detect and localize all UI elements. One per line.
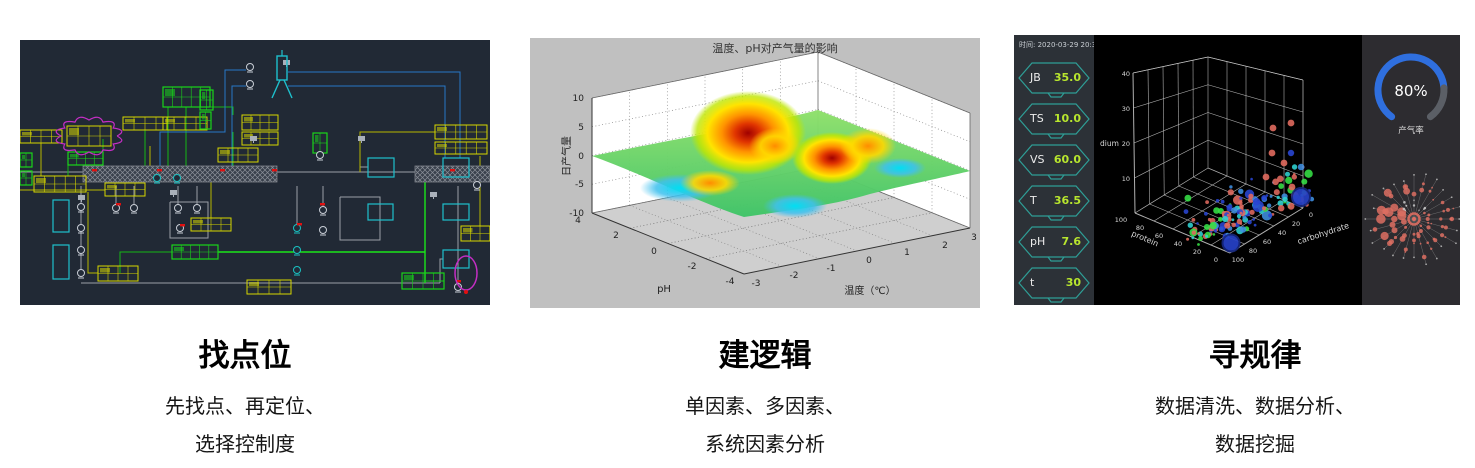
scatter-xtick: 60	[1155, 232, 1163, 240]
scatter-xtick: 100	[1115, 216, 1127, 224]
caption-subtitle-line: 系统因素分析	[705, 432, 825, 456]
surface-xtick: 0	[651, 247, 657, 257]
metric-label: T	[1030, 194, 1037, 207]
metric-label: pH	[1030, 235, 1046, 248]
caption-subtitle-line: 数据清洗、数据分析、	[1155, 394, 1355, 418]
metric-label: JB	[1030, 71, 1041, 84]
scatter-zlabel: dium	[1100, 139, 1119, 148]
surface-ylabel: 温度（℃）	[844, 284, 895, 297]
timestamp: 时间: 2020-03-29 20:33:23	[1019, 40, 1112, 50]
surface-ztick: 10	[573, 94, 585, 104]
scatter-ylabel: carbohydrate	[1296, 221, 1350, 246]
metric-badge-jb: JB 35.0	[1018, 62, 1090, 100]
surface-xtick: -4	[726, 277, 735, 287]
surface-axes	[591, 98, 971, 275]
surface-xtick: 4	[575, 216, 581, 226]
dashboard-right-column: 80% 产气率	[1362, 35, 1460, 305]
metric-badge-ph: pH 7.6	[1018, 226, 1090, 264]
surface-sheet	[592, 91, 970, 218]
scatter-ztick: 10	[1122, 175, 1130, 183]
dandelion-radial-chart	[1364, 173, 1460, 266]
cad-markers	[55, 60, 478, 294]
scatter-xtick: 40	[1174, 240, 1182, 248]
cad-flare-tower-icon	[271, 50, 293, 99]
scatter-xtick: 0	[1214, 256, 1218, 264]
scatter-ztick: 40	[1122, 70, 1130, 78]
metric-value: 10.0	[1053, 112, 1081, 125]
scatter-3d-area: 40 30 20 10 dium 100 80 60 40 20 0 100 8…	[1094, 35, 1362, 305]
scatter-ztick: 30	[1122, 105, 1130, 113]
cad-pump-icons	[77, 63, 481, 293]
surface-xtick: -2	[688, 262, 697, 272]
scatter-ytick: 60	[1263, 238, 1271, 246]
surface-zlabel: 日产气量	[560, 136, 573, 176]
timestamp-value: 2020-03-29 20:33:23	[1037, 41, 1112, 49]
metric-value: 60.0	[1053, 153, 1081, 166]
cad-diagram	[19, 50, 500, 295]
surface-ztick: 5	[578, 123, 584, 133]
caption-subtitle-line: 数据挖掘	[1215, 432, 1295, 456]
caption-subtitle-line: 先找点、再定位、	[165, 394, 325, 418]
cad-diagram-panel	[19, 40, 500, 305]
gauge-label: 产气率	[1398, 125, 1424, 136]
metric-label: t	[1030, 276, 1035, 289]
surface-ztick: 0	[578, 152, 584, 162]
surface-plot: 温度、pH对产气量的影响 日产气量 pH 温度（℃） 10 5 0 -5 -10…	[560, 41, 977, 297]
metric-badge-t: T 36.5	[1018, 185, 1090, 223]
metric-badge-time: t 30	[1018, 267, 1090, 305]
scatter-xtick: 80	[1136, 224, 1144, 232]
surface-ytick: -3	[752, 279, 761, 289]
cad-pipe-rack	[82, 165, 491, 183]
metric-value: 30	[1065, 276, 1081, 289]
surface-text: 温度、pH对产气量的影响 日产气量 pH 温度（℃） 10 5 0 -5 -10…	[560, 41, 977, 297]
scatter-3d-plot: 40 30 20 10 dium 100 80 60 40 20 0 100 8…	[1100, 56, 1350, 264]
scatter-xtick: 20	[1193, 248, 1201, 256]
cad-instrument-tables	[19, 86, 500, 295]
caption-subtitle-line: 单因素、多因素、	[685, 394, 845, 418]
gauge-arc-rest	[1426, 84, 1448, 121]
scatter-ytick: 80	[1249, 247, 1257, 255]
timestamp-label: 时间:	[1019, 41, 1036, 49]
caption-subtitle-line: 选择控制度	[195, 432, 295, 456]
surface-plot-panel: 温度、pH对产气量的影响 日产气量 pH 温度（℃） 10 5 0 -5 -10…	[530, 38, 980, 308]
dashboard-panel: 时间: 2020-03-29 20:33:23 JB 35.0 TS 10.0 …	[1014, 35, 1460, 305]
gauge-value: 80%	[1394, 82, 1427, 100]
gauge-arc-filled	[1374, 53, 1448, 121]
surface-ytick: 0	[866, 256, 872, 266]
scatter-ytick: 40	[1278, 229, 1286, 237]
metric-value: 36.5	[1053, 194, 1081, 207]
metric-label: TS	[1030, 112, 1044, 125]
metric-badge-vs: VS 60.0	[1018, 144, 1090, 182]
caption-title: 建逻辑	[718, 338, 812, 374]
metric-label: VS	[1030, 153, 1045, 166]
surface-xtick: 2	[613, 231, 619, 241]
surface-ytick: 3	[971, 233, 977, 243]
caption-title: 寻规律	[1208, 338, 1302, 374]
metric-badge-ts: TS 10.0	[1018, 103, 1090, 141]
metric-value: 7.6	[1061, 235, 1082, 248]
surface-ztick: -10	[569, 209, 584, 219]
caption-find-points: 找点位 先找点、再定位、 选择控制度	[10, 330, 480, 463]
gauge: 80% 产气率	[1374, 53, 1448, 136]
surface-ztick: -5	[575, 180, 584, 190]
scatter-ytick: 100	[1232, 256, 1244, 264]
metric-value: 35.0	[1053, 71, 1081, 84]
surface-ytick: 2	[942, 241, 948, 251]
surface-ytick: -1	[827, 264, 836, 274]
caption-find-patterns: 寻规律 数据清洗、数据分析、 数据挖掘	[1045, 330, 1465, 463]
surface-ytick: 1	[904, 248, 910, 258]
scatter-ztick: 20	[1122, 140, 1130, 148]
surface-title: 温度、pH对产气量的影响	[712, 41, 837, 55]
caption-build-logic: 建逻辑 单因素、多因素、 系统因素分析	[555, 330, 975, 463]
surface-xlabel: pH	[657, 284, 671, 295]
caption-title: 找点位	[198, 338, 292, 374]
scatter-ytick: 20	[1292, 220, 1300, 228]
scatter-points	[1183, 119, 1315, 253]
dashboard-sidebar: 时间: 2020-03-29 20:33:23 JB 35.0 TS 10.0 …	[1014, 35, 1112, 305]
scatter-ytick: 0	[1309, 211, 1313, 219]
surface-ytick: -2	[790, 271, 799, 281]
